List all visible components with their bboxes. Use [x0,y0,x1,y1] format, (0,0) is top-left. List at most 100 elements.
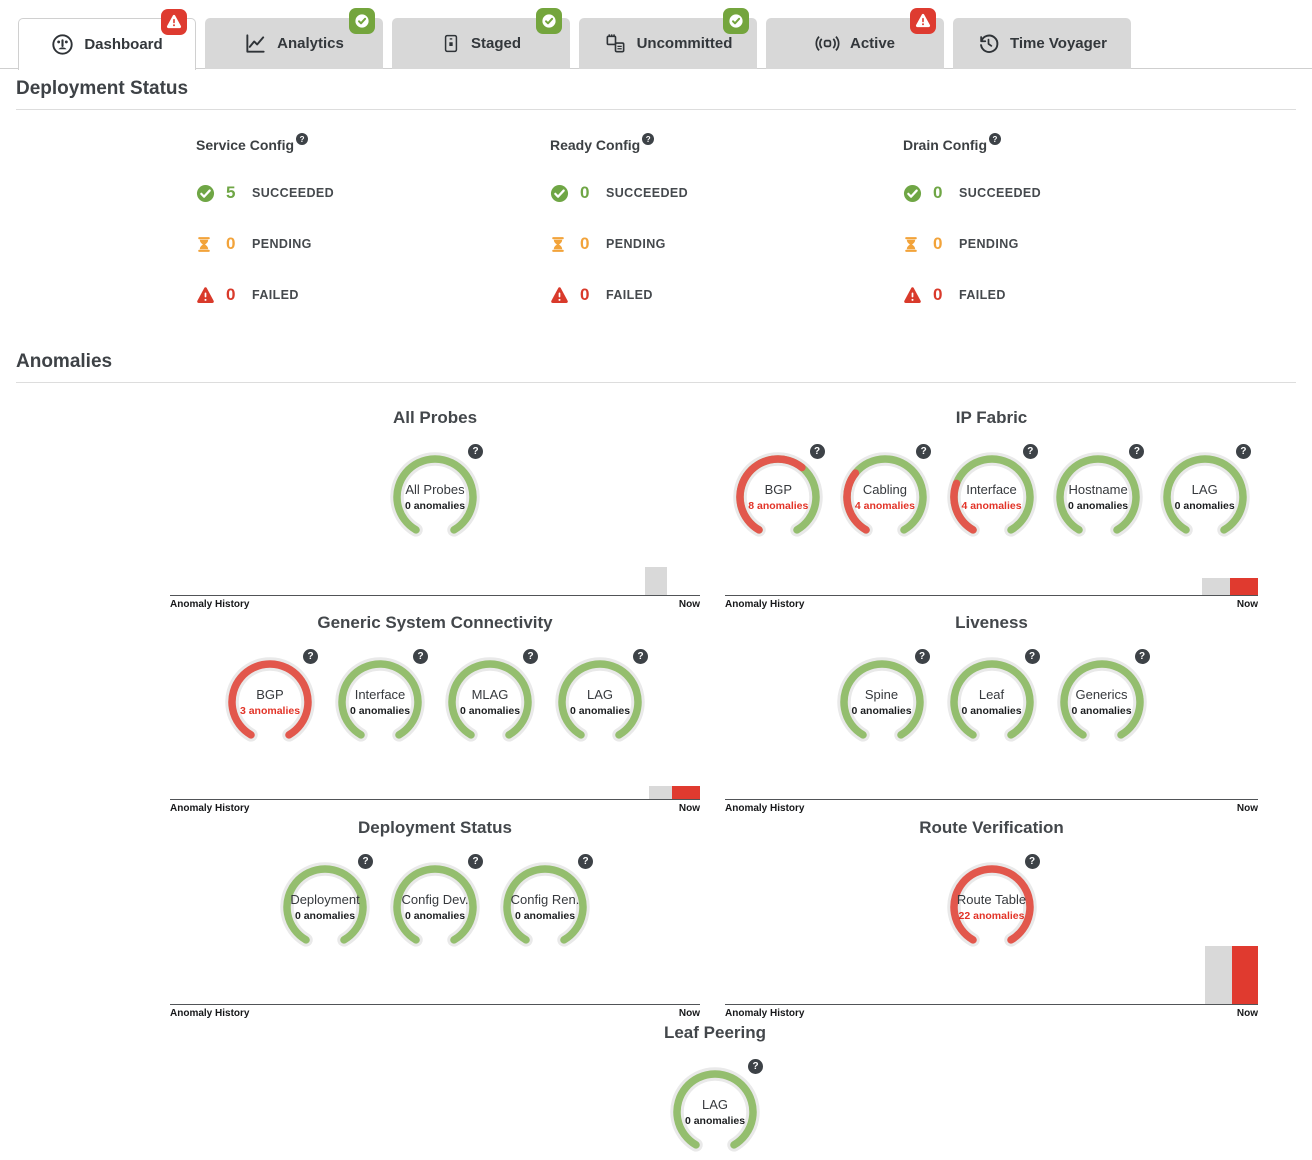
tab-label: Dashboard [84,36,163,53]
help-icon[interactable]: ? [809,444,825,459]
panel-ip-fabric: IP Fabric BGP 8 anomalies? Cabling 4 anomali… [725,408,1258,610]
status-count-succeeded: 5 [226,183,236,202]
deployment-status-heading: Deployment Status [16,78,1296,110]
status-row-failed: 0 FAILED [196,284,334,306]
status-count-failed: 0 [580,285,590,304]
check-circle-icon [550,184,571,203]
gauge-hostname[interactable]: Hostname 0 anomalies? [1045,443,1152,547]
gauge-generics[interactable]: Generics 0 anomalies? [1047,648,1157,752]
anomaly-history-chart: Anomaly History Now [170,999,700,1019]
gauge-lag[interactable]: LAG 0 anomalies? [545,648,655,752]
help-icon[interactable]: ? [296,133,309,145]
gauge-label: Leaf [978,687,1005,702]
gauge-arc [1056,657,1147,742]
help-icon[interactable]: ? [468,854,483,869]
help-icon[interactable]: ? [1024,854,1040,869]
tab-active[interactable]: Active [766,8,944,69]
panel-liveness: Liveness Spine 0 anomalies? Leaf 0 anomalies… [725,613,1258,814]
gauge-interface[interactable]: Interface 0 anomalies? [325,648,435,752]
gauge-row: Spine 0 anomalies? Leaf 0 anomalies? Generic… [725,648,1258,752]
help-icon[interactable]: ? [1235,444,1251,459]
gauge-spine[interactable]: Spine 0 anomalies? [827,648,937,752]
dashboard-gauge-icon [51,33,74,56]
now-label: Now [678,803,700,814]
help-icon[interactable]: ? [642,133,655,145]
help-icon[interactable]: ? [1022,444,1038,459]
gauge-lag[interactable]: LAG 0 anomalies? [660,1058,770,1160]
help-icon[interactable]: ? [1129,444,1145,459]
tab-time-voyager[interactable]: Time Voyager [953,18,1131,69]
gauge-all-probes[interactable]: All Probes 0 anomalies? [380,443,490,547]
panel-title: Route Verification [919,818,1064,837]
tab-staged[interactable]: Staged [392,8,570,69]
gauge-route-table[interactable]: Route Table 22 anomalies? [937,853,1047,957]
status-row-failed: 0 FAILED [550,284,688,306]
gauge-config-ren[interactable]: Config Ren. 0 anomalies? [490,853,600,957]
status-label-failed: FAILED [252,288,299,302]
help-icon[interactable]: ? [633,649,648,664]
help-icon[interactable]: ? [578,854,593,869]
help-icon[interactable]: ? [358,854,373,869]
panel-title: IP Fabric [955,408,1028,427]
gauge-label: Generics [1075,687,1128,702]
gauge-label: LAG [586,687,613,702]
gauge-interface[interactable]: Interface 4 anomalies? [938,443,1045,547]
gauge-row: BGP 8 anomalies? Cabling 4 anomalies? Interf… [725,443,1258,547]
check-circle-icon [196,184,217,203]
gauge-bgp[interactable]: BGP 8 anomalies? [725,443,832,547]
status-label-succeeded: SUCCEEDED [959,186,1042,200]
help-icon[interactable]: ? [523,649,538,664]
gauge-leaf[interactable]: Leaf 0 anomalies? [937,648,1047,752]
status-count-succeeded: 0 [580,183,590,202]
config-column-label: Drain Config [903,137,987,153]
history-axis-labels: Anomaly History Now [725,800,1258,814]
panel-generic-system-connectivity: Generic System Connectivity BGP 3 anomalie… [170,613,700,814]
tab-uncommitted[interactable]: Uncommitted [579,8,757,69]
status-label-failed: FAILED [606,288,653,302]
gauge-arc [946,452,1037,537]
history-bar-gray [1205,946,1232,1004]
help-icon[interactable]: ? [1134,649,1150,664]
gauge-bgp[interactable]: BGP 3 anomalies? [215,648,325,752]
staged-file-icon [441,32,461,55]
status-row-succeeded: 5 SUCCEEDED [196,182,334,204]
gauge-deployment[interactable]: Deployment 0 anomalies? [270,853,380,957]
help-icon[interactable]: ? [748,1059,763,1074]
now-label: Now [678,599,700,610]
gauge-lag[interactable]: LAG 0 anomalies? [1151,443,1258,547]
gauge-row: LAG 0 anomalies? [560,1058,870,1160]
gauge-config-dev[interactable]: Config Dev. 0 anomalies? [380,853,490,957]
gauge-anomaly-count: 0 anomalies [514,910,576,922]
tab-bar: Dashboard Analytics Staged Uncommitted Activ… [0,8,1312,70]
tab-dashboard[interactable]: Dashboard [18,9,196,70]
help-icon[interactable]: ? [468,444,483,459]
help-icon[interactable]: ? [916,444,932,459]
gauge-anomaly-count: 0 anomalies [349,705,411,717]
gauge-cabling[interactable]: Cabling 4 anomalies? [832,443,939,547]
help-icon[interactable]: ? [1024,649,1040,664]
help-icon[interactable]: ? [914,649,930,664]
now-label: Now [678,1008,700,1019]
tab-label: Active [849,35,896,52]
panel-deployment-status: Deployment Status Deployment 0 anomalies? C… [170,818,700,1019]
gauge-anomaly-count: 0 anomalies [459,705,521,717]
history-axis-labels: Anomaly History Now [170,596,700,610]
now-label: Now [1236,1008,1258,1019]
uncommitted-packages-icon [604,32,627,55]
status-count-pending: 0 [580,234,590,253]
gauge-anomaly-count: 0 anomalies [851,705,912,717]
help-icon[interactable]: ? [989,133,1001,145]
analytics-chart-icon [244,32,267,55]
history-bars-area [170,786,700,800]
gauge-mlag[interactable]: MLAG 0 anomalies? [435,648,545,752]
gauge-label: BGP [256,687,284,702]
gauge-label: Config Dev. [401,892,469,907]
tab-analytics[interactable]: Analytics [205,8,383,69]
gauge-label: Cabling [862,482,907,497]
anomaly-history-chart: Anomaly History Now [725,946,1258,1019]
help-icon[interactable]: ? [413,649,428,664]
history-bars-area [170,999,700,1005]
warning-triangle-icon [903,286,924,305]
anomaly-history-label: Anomaly History [725,803,805,814]
help-icon[interactable]: ? [303,649,318,664]
